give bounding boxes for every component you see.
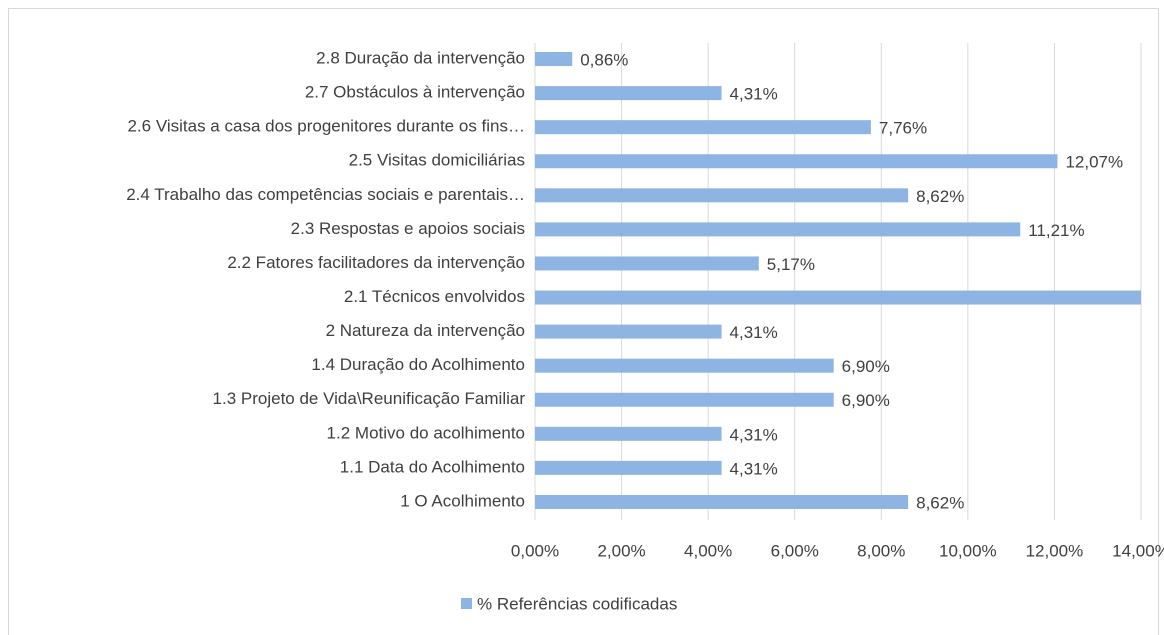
bar xyxy=(535,154,1058,169)
category-label: 2 Natureza da intervenção xyxy=(326,321,525,340)
value-label: 8,62% xyxy=(916,493,964,512)
bar xyxy=(535,52,573,67)
category-label: 2.6 Visitas a casa dos progenitores dura… xyxy=(127,117,525,136)
legend-label: % Referências codificadas xyxy=(477,594,677,613)
value-label: 4,31% xyxy=(730,425,778,444)
category-label: 1.4 Duração do Acolhimento xyxy=(311,355,525,374)
x-tick-label: 4,00% xyxy=(684,541,732,560)
x-tick-label: 2,00% xyxy=(597,541,645,560)
value-label: 4,31% xyxy=(730,85,778,104)
bar xyxy=(535,392,834,407)
bar xyxy=(535,494,909,509)
bar xyxy=(535,290,1141,305)
value-label: 7,76% xyxy=(879,119,927,138)
value-label: 4,31% xyxy=(730,459,778,478)
value-label: 4,31% xyxy=(730,323,778,342)
x-tick-label: 12,00% xyxy=(1026,541,1084,560)
legend-swatch xyxy=(461,598,472,609)
value-label: 8,62% xyxy=(916,187,964,206)
category-label: 2.7 Obstáculos à intervenção xyxy=(305,83,525,102)
bar xyxy=(535,460,722,475)
category-label: 2.2 Fatores facilitadores da intervenção xyxy=(227,253,525,272)
chart-frame xyxy=(8,8,1159,635)
x-tick-label: 0,00% xyxy=(511,541,559,560)
value-label: 5,17% xyxy=(767,255,815,274)
value-label: 0,86% xyxy=(580,51,628,70)
bar xyxy=(535,256,759,271)
bar xyxy=(535,120,871,135)
x-tick-label: 6,00% xyxy=(771,541,819,560)
value-label: 12,07% xyxy=(1065,153,1123,172)
bar xyxy=(535,324,722,339)
category-label: 1.1 Data do Acolhimento xyxy=(340,457,525,476)
bar xyxy=(535,86,722,101)
x-tick-label: 10,00% xyxy=(939,541,997,560)
bar xyxy=(535,188,909,203)
category-label: 2.3 Respostas e apoios sociais xyxy=(291,219,525,238)
category-label: 1.3 Projeto de Vida\Reunificação Familia… xyxy=(213,389,526,408)
bar xyxy=(535,222,1021,237)
category-label: 2.8 Duração da intervenção xyxy=(316,49,525,68)
category-label: 2.1 Técnicos envolvidos xyxy=(344,287,525,306)
bar xyxy=(535,358,834,373)
value-label: 11,21% xyxy=(1028,221,1084,240)
bar xyxy=(535,426,722,441)
x-tick-label: 14,00% xyxy=(1112,541,1164,560)
category-label: 2.4 Trabalho das competências sociais e … xyxy=(126,185,525,204)
category-label: 1.2 Motivo do acolhimento xyxy=(327,423,525,442)
value-label: 6,90% xyxy=(842,391,890,410)
category-label: 2.5 Visitas domiciliárias xyxy=(349,151,525,170)
value-label: 6,90% xyxy=(842,357,890,376)
category-label: 1 O Acolhimento xyxy=(400,491,525,510)
x-tick-label: 8,00% xyxy=(857,541,905,560)
